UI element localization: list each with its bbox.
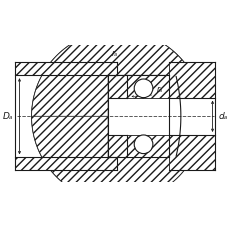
Polygon shape: [32, 30, 192, 202]
Circle shape: [134, 79, 152, 98]
Polygon shape: [31, 30, 192, 116]
Polygon shape: [15, 62, 117, 75]
Polygon shape: [168, 135, 214, 170]
Text: rₐ: rₐ: [156, 85, 162, 94]
Circle shape: [134, 135, 152, 154]
Polygon shape: [168, 62, 214, 98]
Polygon shape: [15, 157, 117, 170]
Polygon shape: [108, 135, 126, 157]
Polygon shape: [31, 116, 192, 202]
Polygon shape: [126, 135, 168, 157]
Text: Dₐ: Dₐ: [3, 112, 13, 121]
Polygon shape: [126, 75, 168, 98]
Polygon shape: [108, 75, 126, 98]
Text: dₐ: dₐ: [217, 112, 226, 121]
Text: rₐ: rₐ: [111, 49, 117, 59]
